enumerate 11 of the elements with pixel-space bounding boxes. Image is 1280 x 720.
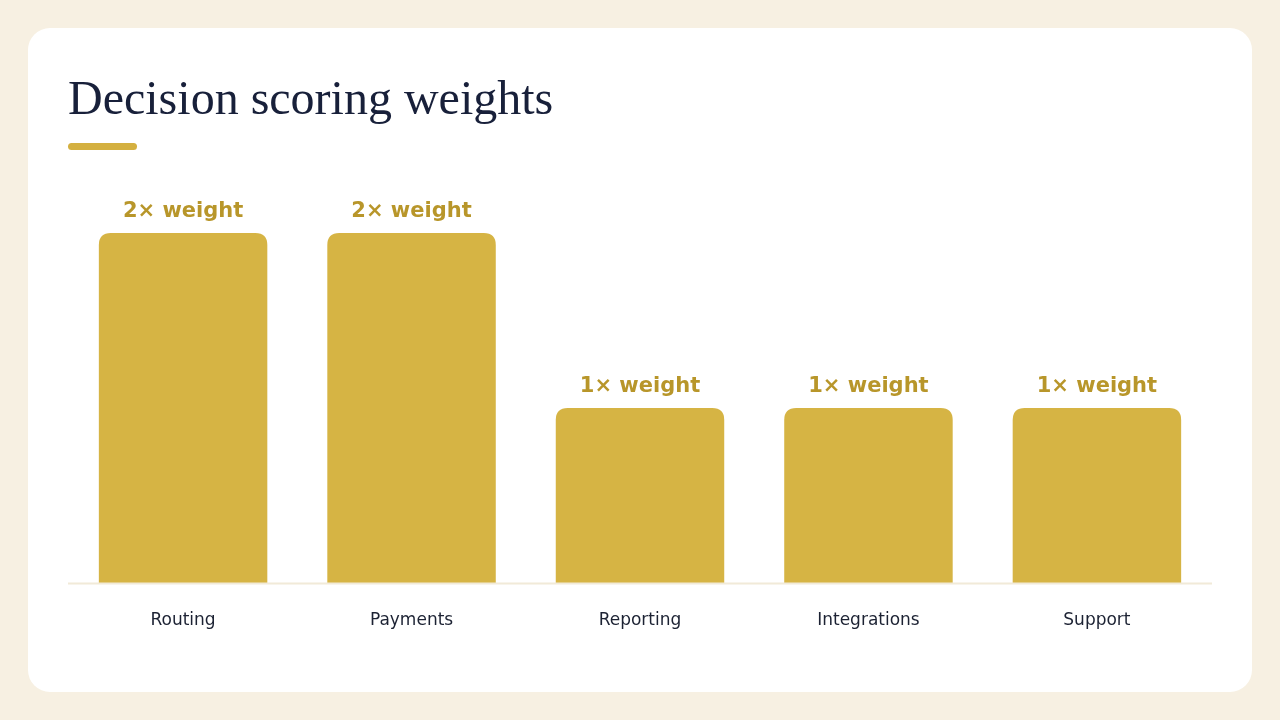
data-label: 2× weight: [122, 198, 244, 222]
x-tick-label: Payments: [369, 609, 454, 629]
x-tick-label: Reporting: [598, 609, 682, 629]
x-tick-label: Support: [1063, 609, 1131, 629]
data-label: 2× weight: [351, 198, 472, 222]
x-tick-label: Integrations: [817, 609, 920, 629]
x-tick-label: Routing: [150, 609, 216, 629]
data-label: 1× weight: [579, 373, 701, 397]
data-label: 1× weight: [808, 373, 929, 397]
chart-title: Decision scoring weights: [68, 71, 554, 124]
data-label: 1× weight: [1036, 373, 1158, 397]
